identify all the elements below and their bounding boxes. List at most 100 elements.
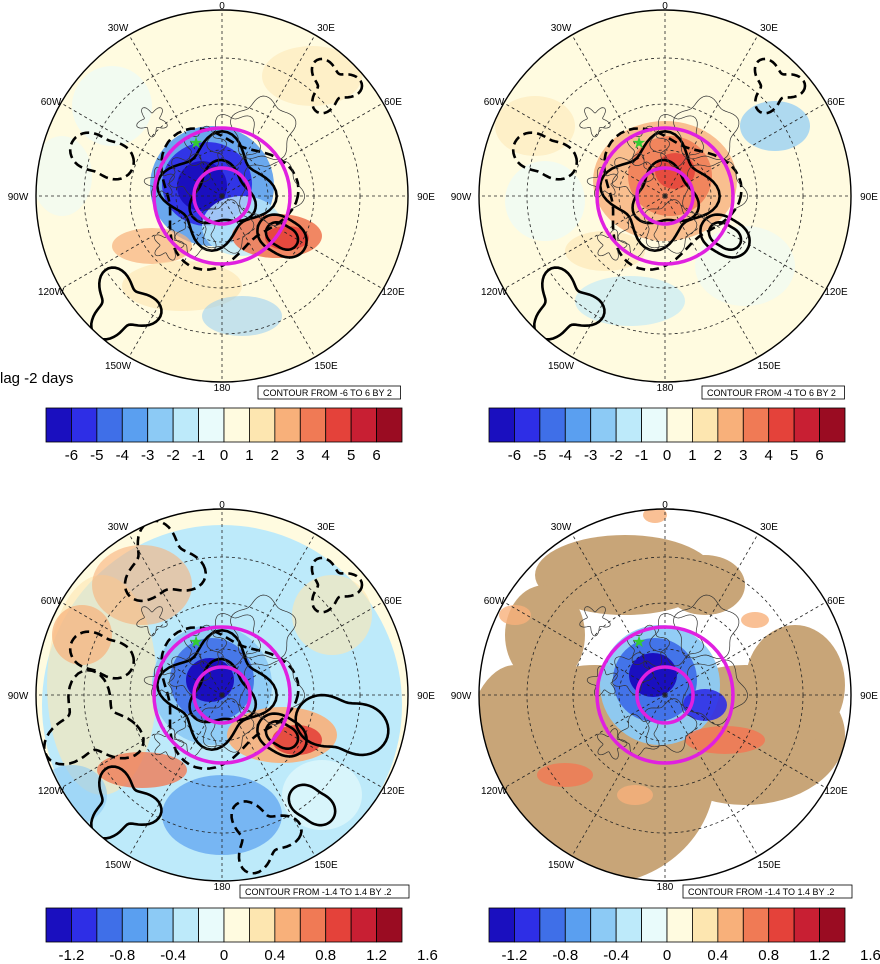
- map-field: [479, 10, 851, 382]
- colorbar-cell: [71, 907, 98, 943]
- meridian-line: [571, 533, 666, 696]
- colorbar-cell: [768, 407, 795, 443]
- colorbar-tick-label: 1.2: [809, 947, 830, 964]
- contour-info-text: CONTOUR FROM -4 TO 6 BY 2: [707, 388, 836, 398]
- colorbar-cell: [615, 907, 642, 943]
- longitude-label: 120W: [38, 287, 65, 298]
- shading-patch: [52, 605, 112, 665]
- contour-line: [707, 221, 743, 251]
- contour-line: [532, 266, 606, 341]
- coastline: [597, 728, 628, 760]
- contour-line: [511, 131, 579, 181]
- colorbar-tick-label: 0.4: [707, 947, 728, 964]
- colorbar-cell: [717, 907, 744, 943]
- shading-patch: [537, 763, 593, 787]
- outer-region-ring: [152, 625, 292, 765]
- longitude-label: 60E: [827, 97, 845, 108]
- colorbar-cell: [325, 907, 352, 943]
- longitude-label: 90E: [860, 691, 878, 702]
- station-marker: ★: [189, 135, 203, 152]
- colorbar-tick-label: -2: [166, 447, 179, 464]
- longitude-label: 120E: [824, 287, 848, 298]
- colorbar-cell: [45, 907, 72, 943]
- colorbar-cell: [564, 407, 592, 443]
- colorbar-cell: [641, 907, 668, 943]
- longitude-label: 90W: [451, 192, 472, 203]
- colorbar-tick-label: -4: [559, 447, 572, 464]
- station-marker: ★: [632, 634, 646, 651]
- contour-info-box: CONTOUR FROM -1.4 TO 1.4 BY .2: [682, 884, 853, 899]
- map-field: [479, 509, 851, 881]
- coastline: [154, 229, 185, 261]
- colorbar-cell: [666, 907, 693, 943]
- colorbar-tick-label: -0.4: [603, 947, 629, 964]
- colorbar-cell: [615, 407, 642, 443]
- colorbar-cell: [717, 407, 744, 443]
- map-panel-4: ★ 0 30E 60E 90E 120E 150E 180 150W 120W 90W 60W 30W C…: [451, 500, 880, 964]
- meridian-line: [60, 102, 223, 197]
- contour-line: [42, 668, 145, 766]
- contour-line: [123, 519, 208, 603]
- meridian-line: [60, 694, 223, 789]
- shading-patch: [575, 276, 685, 326]
- colorbar-tick-label: 0: [663, 447, 671, 464]
- colorbar-cell: [249, 907, 276, 943]
- longitude-label: 90W: [8, 192, 29, 203]
- colorbar-tick-label: 3: [296, 447, 304, 464]
- longitude-label: 180: [214, 383, 231, 394]
- colorbar-cell: [514, 407, 541, 443]
- contour-line: [89, 765, 163, 840]
- longitude-label: 120E: [381, 786, 405, 797]
- outer-region-ring: [152, 126, 292, 266]
- colorbar-cell: [488, 907, 515, 943]
- longitude-label: 120E: [824, 786, 848, 797]
- meridian-line: [503, 102, 666, 197]
- coastline: [200, 199, 255, 254]
- map-panel-3: ★ 0 30E 60E 90E 120E 150E 180 150W 120W 90W 60W 30W C…: [8, 500, 438, 964]
- contour-line: [598, 129, 722, 253]
- colorbar-tick-label: -4: [116, 447, 129, 464]
- coastline: [174, 214, 217, 258]
- longitude-label: 90E: [860, 192, 878, 203]
- colorbar-tick-label: -0.8: [109, 947, 135, 964]
- colorbar-cell: [198, 907, 225, 943]
- coastline: [597, 229, 628, 261]
- longitude-label: 60W: [41, 596, 62, 607]
- meridian-line: [221, 601, 384, 696]
- colorbar-tick-label: 0.8: [315, 947, 336, 964]
- coastline: [611, 153, 655, 196]
- colorbar-cell: [666, 407, 693, 443]
- meridian-line: [503, 601, 666, 696]
- colorbar-tick-label: -0.8: [552, 947, 578, 964]
- longitude-label: 150W: [548, 361, 575, 372]
- colorbar-tick-label: -5: [533, 447, 546, 464]
- colorbar-tick-label: 1.2: [366, 947, 387, 964]
- colorbar-tick-label: -1: [192, 447, 205, 464]
- colorbar-cell: [299, 407, 327, 443]
- colorbar-cell: [96, 907, 123, 943]
- contour-line: [287, 783, 337, 827]
- colorbar-cell: [539, 907, 566, 943]
- colorbar: -6 -5 -4 -3 -2 -1 0 1 2 3 4 5 6: [488, 407, 846, 464]
- coastline: [206, 114, 261, 168]
- longitude-label: 30W: [108, 522, 129, 533]
- colorbar-cell: [514, 907, 541, 943]
- longitude-label: 0: [662, 1, 668, 12]
- coastline: [143, 166, 175, 198]
- colorbar-cell: [819, 907, 846, 943]
- contour-line: [310, 57, 364, 115]
- colorbar-cell: [249, 407, 276, 443]
- contour-line: [68, 630, 136, 680]
- contour-line: [89, 266, 163, 341]
- coastline: [206, 613, 261, 667]
- coastline: [174, 713, 217, 757]
- coastline: [143, 665, 175, 697]
- colorbar-cell: [590, 907, 617, 943]
- shading-patch: [36, 136, 92, 216]
- longitude-label: 60W: [484, 596, 505, 607]
- coastline: [617, 713, 660, 757]
- colorbar-tick-label: 1.6: [417, 947, 438, 964]
- colorbar-cell: [96, 407, 123, 443]
- shading-patch: [177, 161, 227, 211]
